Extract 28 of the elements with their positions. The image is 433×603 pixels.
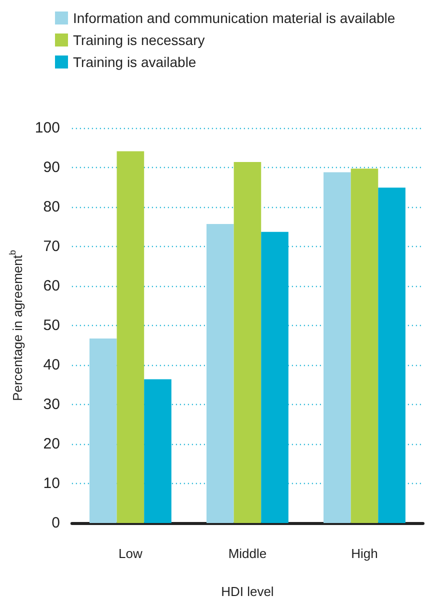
y-tick-label: 70 — [43, 238, 60, 255]
x-tick-label: Middle — [228, 546, 267, 561]
x-tick-label: Low — [118, 546, 143, 561]
y-tick-label: 60 — [43, 278, 60, 294]
bar — [206, 224, 234, 523]
bar — [144, 379, 172, 523]
legend-label: Information and communication material is available — [73, 10, 396, 26]
legend-label: Training is necessary — [73, 32, 205, 48]
y-tick-label: 20 — [43, 436, 60, 452]
y-tick-label: 100 — [34, 120, 60, 136]
bar — [324, 172, 351, 523]
bar — [350, 168, 378, 523]
x-axis-title: HDI level — [221, 584, 274, 599]
y-tick-label: 30 — [43, 396, 60, 413]
y-tick-label: 90 — [43, 159, 60, 176]
bar — [116, 151, 144, 523]
legend-label: Training is available — [73, 54, 196, 70]
y-tick-label: 0 — [52, 514, 60, 532]
y-tick-label: 40 — [43, 356, 60, 374]
y-axis-title: Percentage in agreementb — [8, 250, 25, 401]
bar — [378, 188, 406, 523]
x-tick-label: High — [351, 546, 378, 561]
y-tick-label: 50 — [43, 317, 60, 334]
bar — [234, 162, 262, 523]
bar — [89, 338, 117, 523]
y-tick-label: 10 — [43, 475, 60, 492]
y-tick-label: 80 — [43, 198, 60, 216]
bar — [261, 232, 288, 523]
